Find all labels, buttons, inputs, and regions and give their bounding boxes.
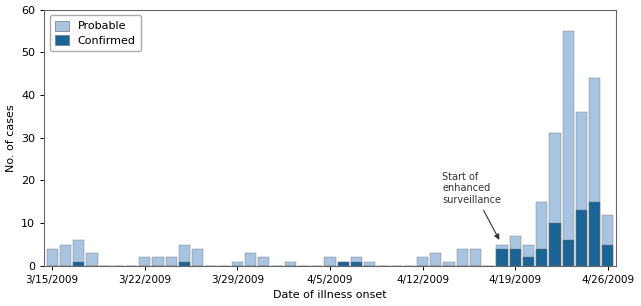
Bar (60, 244, 71, 266)
Text: Start of
enhanced
surveillance: Start of enhanced surveillance (442, 172, 501, 239)
Bar (153, 257, 163, 266)
Y-axis label: No. of cases: No. of cases (6, 104, 15, 172)
Bar (456, 249, 468, 266)
Legend: Probable, Confirmed: Probable, Confirmed (50, 15, 141, 51)
Bar (563, 240, 574, 266)
Bar (549, 133, 560, 266)
Bar (510, 249, 521, 266)
Bar (285, 262, 296, 266)
Bar (603, 215, 613, 266)
Bar (73, 240, 84, 266)
Bar (338, 262, 349, 266)
Bar (351, 262, 362, 266)
Bar (47, 249, 58, 266)
Bar (430, 253, 442, 266)
Bar (179, 262, 190, 266)
Bar (589, 202, 600, 266)
Bar (258, 257, 269, 266)
Bar (87, 253, 97, 266)
Bar (232, 262, 243, 266)
Bar (73, 262, 84, 266)
Bar (496, 244, 508, 266)
Bar (523, 257, 534, 266)
Bar (563, 31, 574, 266)
Bar (470, 249, 481, 266)
Bar (536, 202, 547, 266)
Bar (603, 244, 613, 266)
Bar (576, 112, 587, 266)
X-axis label: Date of illness onset: Date of illness onset (273, 290, 387, 300)
Bar (351, 257, 362, 266)
Bar (549, 223, 560, 266)
Bar (417, 257, 428, 266)
Bar (536, 249, 547, 266)
Bar (510, 236, 521, 266)
Bar (324, 257, 336, 266)
Bar (364, 262, 376, 266)
Bar (179, 244, 190, 266)
Bar (192, 249, 203, 266)
Bar (165, 257, 177, 266)
Bar (496, 249, 508, 266)
Bar (139, 257, 151, 266)
Bar (589, 78, 600, 266)
Bar (576, 210, 587, 266)
Bar (444, 262, 454, 266)
Bar (338, 262, 349, 266)
Bar (523, 244, 534, 266)
Bar (245, 253, 256, 266)
